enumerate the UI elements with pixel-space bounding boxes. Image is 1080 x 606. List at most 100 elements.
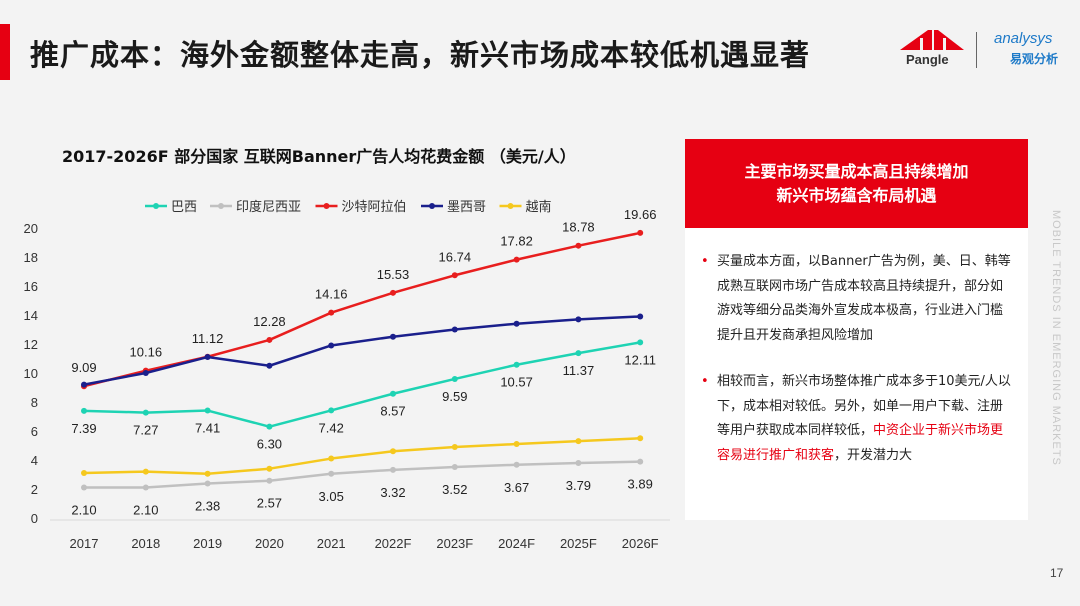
legend-label: 巴西 <box>171 200 197 215</box>
bullet-1-text: 买量成本方面，以Banner广告为例，美、日、韩等成熟互联网市场广告成本较高且持… <box>717 254 1011 343</box>
page-title: 推广成本：海外金额整体走高，新兴市场成本较低机遇显著 <box>30 38 811 72</box>
data-label: 10.57 <box>500 375 533 390</box>
data-label: 9.09 <box>71 360 96 375</box>
data-point <box>390 390 396 397</box>
chart-title: 2017-2026F 部分国家 互联网Banner广告人均花费金额 （美元/人） <box>62 147 576 166</box>
data-point <box>390 289 396 296</box>
data-point <box>266 336 273 343</box>
data-point <box>575 460 582 467</box>
data-label: 2.10 <box>133 503 158 518</box>
data-label: 3.32 <box>380 485 405 500</box>
pangle-logo-text: Pangle <box>906 52 949 67</box>
data-label: 7.27 <box>133 423 158 438</box>
data-point <box>266 362 273 369</box>
data-label: 2.57 <box>257 496 282 511</box>
data-point <box>451 443 458 450</box>
bullet-2: • 相较而言，新兴市场整体推广成本多于10美元/人以下，成本相对较低。另外，如单… <box>701 370 1011 468</box>
analysys-logo-cn: 易观分析 <box>1010 52 1059 66</box>
data-label: 11.12 <box>192 331 224 346</box>
data-label: 11.37 <box>563 363 595 378</box>
data-point <box>575 242 582 249</box>
data-point <box>575 350 582 357</box>
analysys-logo-text: analysys <box>994 30 1053 47</box>
data-point <box>142 370 149 376</box>
y-tick-label: 12 <box>24 337 38 352</box>
data-point <box>513 461 520 468</box>
data-label: 17.82 <box>500 234 533 249</box>
data-point <box>513 441 520 448</box>
data-point <box>266 423 273 430</box>
y-tick-label: 14 <box>24 308 38 323</box>
data-point <box>513 361 520 368</box>
x-tick-label: 2023F <box>436 536 473 551</box>
data-label: 10.16 <box>130 345 163 360</box>
series-line-越南 <box>83 437 641 476</box>
data-point <box>204 354 211 361</box>
legend-label: 越南 <box>526 199 552 215</box>
x-tick-label: 2026F <box>622 536 659 551</box>
side-caption: MOBILE TRENDS IN EMERGING MARKETS <box>1050 210 1062 466</box>
x-tick-label: 2025F <box>560 536 597 551</box>
data-point <box>266 477 273 484</box>
data-point <box>328 407 335 414</box>
data-point <box>451 375 458 382</box>
data-label: 3.79 <box>566 478 591 493</box>
pangle-logo-icon <box>900 30 964 50</box>
legend-marker <box>153 203 159 209</box>
y-tick-label: 2 <box>31 482 38 497</box>
data-point <box>204 470 211 477</box>
data-point <box>637 458 644 465</box>
data-point <box>390 448 396 455</box>
x-tick-label: 2017 <box>70 536 99 551</box>
y-tick-label: 20 <box>24 221 38 236</box>
y-tick-label: 18 <box>24 250 38 265</box>
x-tick-label: 2019 <box>193 536 222 551</box>
data-point <box>328 342 335 349</box>
page-number: 17 <box>1050 566 1064 580</box>
data-label: 3.89 <box>628 477 653 492</box>
data-point <box>328 470 335 477</box>
legend-marker <box>323 203 330 209</box>
data-point <box>575 316 582 323</box>
x-tick-label: 2022F <box>375 536 412 551</box>
title-accent-bar <box>0 24 10 80</box>
data-label: 3.67 <box>504 480 529 495</box>
legend-label: 墨西哥 <box>447 200 486 215</box>
series-line-印度尼西亚 <box>84 460 641 489</box>
line-chart: 0 2 4 6 8 10 12 14 16 18 20 2017 2018 2019 2020 2021 202… <box>24 199 670 551</box>
data-label: 2.38 <box>195 498 220 513</box>
series-line-沙特阿拉伯 <box>83 231 641 388</box>
data-label: 12.11 <box>624 352 656 367</box>
data-point <box>637 339 644 346</box>
data-point <box>204 480 211 487</box>
data-point <box>266 465 273 472</box>
y-tick-label: 16 <box>24 279 38 294</box>
data-point <box>637 435 644 442</box>
data-point <box>81 407 87 414</box>
bullet-dot: • <box>701 254 709 269</box>
panel-heading: 主要市场买量成本高且持续增加 新兴市场蕴含布局机遇 <box>685 139 1028 228</box>
bullet-2-text: 相较而言，新兴市场整体推广成本多于10美元/人以下，成本相对较低。另外，如单一用… <box>717 374 1011 438</box>
data-label: 2.10 <box>71 503 96 518</box>
data-point <box>142 468 149 475</box>
data-point <box>142 484 149 491</box>
data-label: 3.05 <box>319 489 344 504</box>
data-point <box>451 272 458 279</box>
y-tick-label: 10 <box>24 366 38 381</box>
panel-heading-line1: 主要市场买量成本高且持续增加 <box>744 161 969 181</box>
bullet-dot: • <box>701 374 709 389</box>
series-line-墨西哥 <box>83 315 641 386</box>
legend-label: 印度尼西亚 <box>236 199 301 215</box>
data-point <box>513 256 520 263</box>
data-point <box>204 407 211 414</box>
legend-marker <box>218 203 224 209</box>
data-point <box>390 333 396 340</box>
y-tick-label: 8 <box>31 395 38 410</box>
y-tick-label: 4 <box>31 453 38 468</box>
data-point <box>328 455 335 462</box>
logos: Pangle analysys 易观分析 <box>898 28 1073 72</box>
data-point <box>142 409 149 416</box>
panel-body: • 买量成本方面，以Banner广告为例，美、日、韩等成熟互联网市场广告成本较高… <box>685 228 1028 520</box>
data-point <box>81 381 87 388</box>
data-point <box>81 484 87 491</box>
